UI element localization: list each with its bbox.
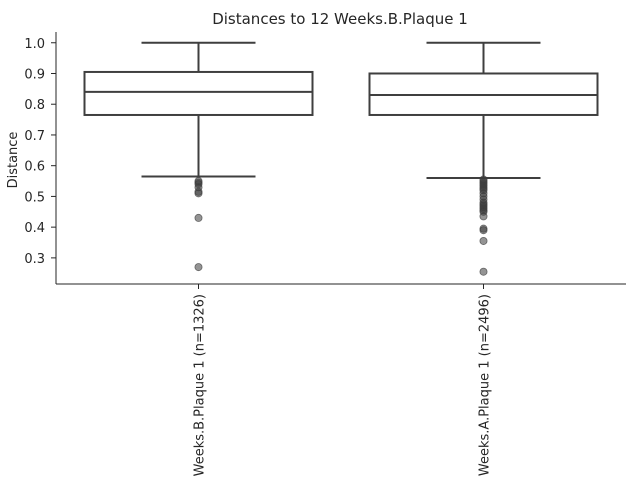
- y-tick-label: 0.5: [24, 190, 45, 205]
- outlier-point: [479, 267, 488, 276]
- x-tick-labels: 12 Weeks.B.Plaque 1 (n=1326) 12 Weeks.A.P…: [193, 284, 493, 480]
- chart-title: Distances to 12 Weeks.B.Plaque 1: [212, 10, 468, 28]
- y-tick-label: 0.7: [24, 129, 45, 144]
- box-iqr: [83, 70, 314, 116]
- y-tick-label: 0.6: [24, 160, 45, 175]
- outlier-point: [194, 213, 203, 222]
- y-tick-label: 0.9: [24, 67, 45, 82]
- y-tick-labels: 0.3 0.4 0.5 0.6 0.7 0.8 0.9 1.0: [24, 37, 56, 267]
- y-tick-label: 1.0: [24, 37, 45, 52]
- box-series: [83, 41, 599, 276]
- outlier-point: [194, 263, 203, 272]
- x-tick-label: 12 Weeks.B.Plaque 1 (n=1326): [193, 294, 208, 480]
- box-group: [368, 41, 599, 276]
- outlier-point: [194, 189, 203, 198]
- y-tick-label: 0.3: [24, 252, 45, 267]
- y-axis-label: Distance: [6, 132, 21, 189]
- y-tick-label: 0.4: [24, 221, 45, 236]
- x-tick-label: 12 Weeks.A.Plaque 1 (n=2496): [478, 294, 493, 480]
- box-group: [83, 41, 314, 272]
- outlier-point: [479, 236, 488, 245]
- outlier-point: [479, 212, 488, 221]
- y-tick-label: 0.8: [24, 98, 45, 113]
- outlier-point: [479, 226, 488, 235]
